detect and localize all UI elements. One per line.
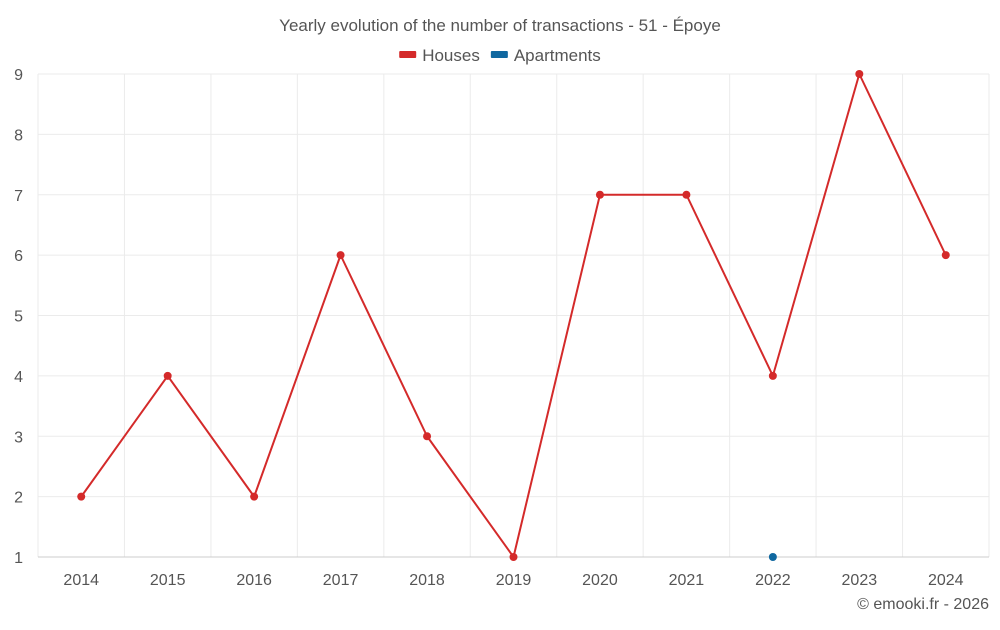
legend-item[interactable]: Apartments — [490, 46, 601, 65]
axes: 1 2 3 4 5 6 7 8 9 2014 2015 2016 2017 2018 2019 2020 202… — [14, 67, 989, 589]
legend-label: Houses — [422, 46, 480, 65]
credit-text: © emooki.fr - 2026 — [857, 596, 989, 613]
x-tick-label: 2019 — [496, 572, 532, 589]
data-point-houses[interactable] — [163, 371, 172, 380]
x-tick-label: 2022 — [755, 572, 791, 589]
y-tick-label: 7 — [14, 188, 23, 205]
y-tick-label: 2 — [14, 490, 23, 507]
legend: Houses Apartments — [399, 46, 601, 65]
y-tick-label: 3 — [14, 429, 23, 446]
data-point-houses[interactable] — [682, 190, 691, 199]
x-tick-label: 2014 — [63, 572, 99, 589]
data-point-houses[interactable] — [77, 492, 86, 501]
data-point-houses[interactable] — [595, 190, 604, 199]
x-tick-label: 2021 — [669, 572, 705, 589]
grid — [37, 73, 990, 557]
data-point-houses[interactable] — [423, 432, 432, 441]
x-tick-label: 2018 — [409, 572, 445, 589]
x-tick-label: 2016 — [236, 572, 272, 589]
data-point-houses[interactable] — [509, 553, 518, 561]
legend-swatch — [490, 51, 508, 58]
data-point-houses[interactable] — [250, 492, 259, 501]
x-tick-label: 2024 — [928, 572, 964, 589]
chart-title: Yearly evolution of the number of transa… — [279, 16, 721, 35]
y-tick-label: 5 — [14, 309, 23, 326]
x-tick-label: 2017 — [323, 572, 359, 589]
x-tick-label: 2023 — [842, 572, 878, 589]
y-tick-label: 8 — [14, 127, 23, 144]
y-tick-label: 4 — [14, 369, 23, 386]
y-tick-label: 9 — [14, 67, 23, 84]
legend-item[interactable]: Houses — [399, 46, 480, 65]
data-point-houses[interactable] — [336, 251, 345, 260]
data-point-apartments[interactable] — [768, 553, 777, 561]
legend-label: Apartments — [514, 46, 601, 65]
legend-swatch — [399, 51, 417, 58]
x-tick-label: 2020 — [582, 572, 618, 589]
data-point-houses[interactable] — [855, 70, 864, 78]
data-point-houses[interactable] — [768, 371, 777, 380]
y-tick-label: 1 — [14, 550, 23, 567]
data-point-houses[interactable] — [941, 251, 950, 260]
x-tick-label: 2015 — [150, 572, 186, 589]
series — [77, 70, 950, 561]
y-tick-label: 6 — [14, 248, 23, 265]
